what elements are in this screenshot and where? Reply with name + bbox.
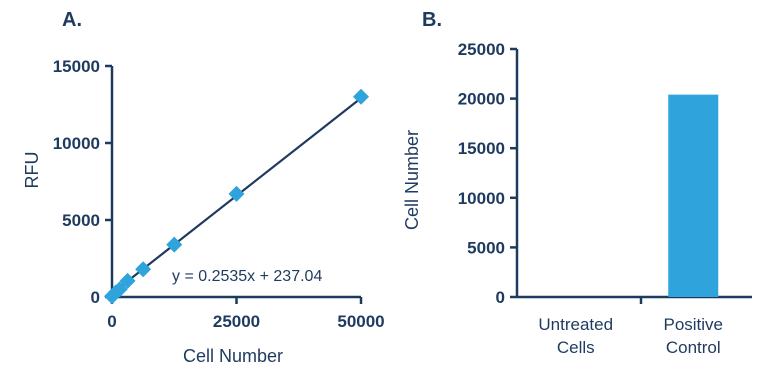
y-axis-title: Cell Number	[402, 130, 422, 230]
panel-a-label: A.	[62, 9, 82, 31]
category-label: Positive	[663, 315, 723, 334]
y-tick-label: 10000	[458, 189, 505, 208]
fit-equation: y = 0.2535x + 237.04	[172, 268, 322, 285]
data-point-marker	[119, 272, 136, 289]
x-axis-title: Cell Number	[183, 346, 283, 366]
scatter-panel: A. 0 5000 10000 15000 0 25000 50000 RFU Cell …	[22, 9, 385, 366]
x-tick-label: 25000	[213, 312, 260, 331]
data-point-marker	[135, 261, 152, 278]
data-point-marker	[111, 281, 128, 298]
y-tick-label: 5000	[467, 238, 505, 257]
data-point-marker	[228, 185, 245, 202]
y-ticks: 0 5000 10000 15000 20000 25000	[458, 40, 517, 307]
category-labels: Untreated Cells Positive Control	[538, 315, 723, 357]
bar-panel: B. 0 5000 10000 15000 20000 25000 Untreated Ce…	[402, 9, 752, 357]
bars	[668, 94, 719, 297]
x-tick-label: 0	[107, 312, 116, 331]
y-tick-label: 0	[91, 288, 100, 307]
y-tick-label: 15000	[53, 57, 100, 76]
data-point-marker	[166, 236, 183, 253]
y-tick-label: 10000	[53, 134, 100, 153]
y-ticks: 0 5000 10000 15000	[53, 57, 112, 307]
category-label: Untreated	[538, 315, 613, 334]
y-tick-label: 15000	[458, 139, 505, 158]
y-tick-label: 0	[496, 288, 505, 307]
category-label: Cells	[557, 338, 595, 357]
x-ticks: 0 25000 50000	[107, 297, 385, 331]
x-tick-label: 50000	[337, 312, 384, 331]
y-tick-label: 5000	[62, 211, 100, 230]
data-point-marker	[353, 88, 369, 105]
y-tick-label: 25000	[458, 40, 505, 59]
bar	[668, 94, 719, 297]
data-points	[104, 88, 369, 305]
y-tick-label: 20000	[458, 90, 505, 109]
category-label: Control	[666, 338, 721, 357]
y-axis-title: RFU	[22, 152, 42, 189]
panel-b-label: B.	[422, 9, 442, 31]
